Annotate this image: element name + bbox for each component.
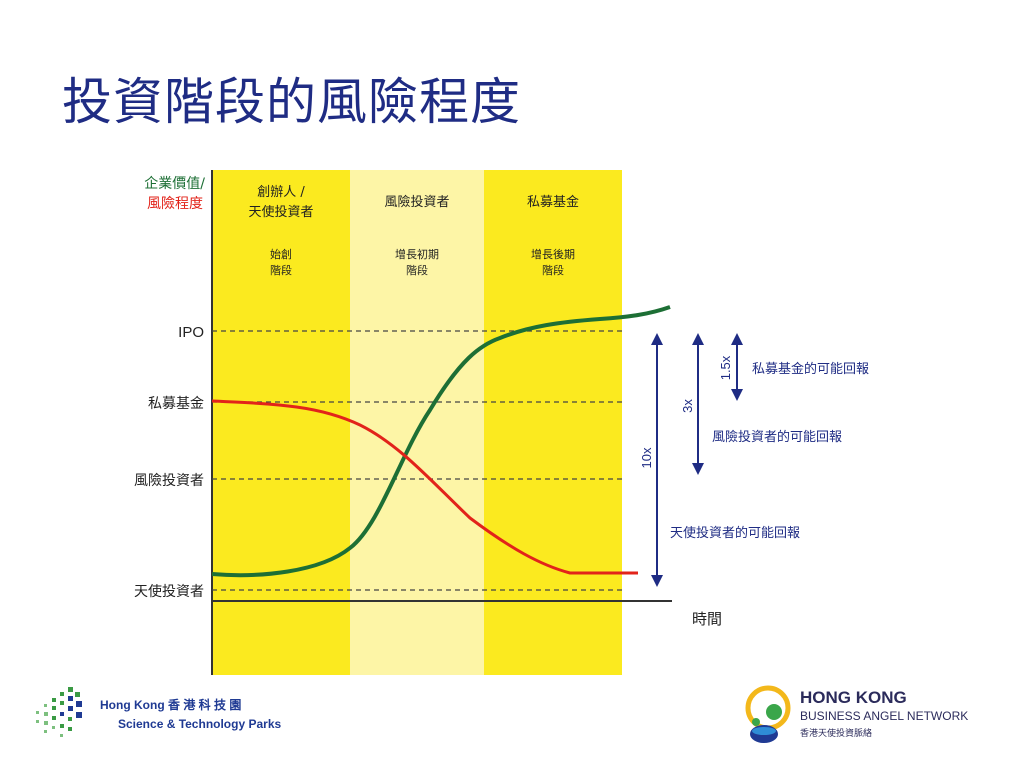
y-axis-label-risk: 風險程度 xyxy=(147,196,203,212)
return-label-private-equity: 私募基金的可能回報 xyxy=(752,361,869,377)
stage-founder-name-2: 天使投資者 xyxy=(248,204,313,220)
multiplier-10x: 10x xyxy=(639,447,654,468)
stage-venture-name: 風險投資者 xyxy=(384,194,449,210)
x-axis-label: 時間 xyxy=(692,610,722,628)
stage-founder-phase-1: 始創 xyxy=(270,247,292,261)
return-arrow-1-5x xyxy=(731,333,743,401)
hkban-logo: HONG KONG BUSINESS ANGEL NETWORK 香港天使投資脈… xyxy=(740,680,1000,760)
hkban-name-line1: HONG KONG xyxy=(800,688,907,707)
level-label-private-equity: 私募基金 xyxy=(148,395,204,412)
stage-pe-phase-2: 階段 xyxy=(542,263,564,277)
hkban-name-line2: BUSINESS ANGEL NETWORK xyxy=(800,709,969,723)
stage-pe-name: 私募基金 xyxy=(527,194,579,210)
return-arrow-10x xyxy=(651,333,663,587)
hkban-mark-icon xyxy=(745,685,791,743)
multiplier-3x: 3x xyxy=(680,399,695,413)
level-label-venture: 風險投資者 xyxy=(134,473,204,489)
stage-pe-phase-1: 增長後期 xyxy=(531,247,575,261)
level-label-ipo: IPO xyxy=(178,324,204,341)
stage-venture-phase-2: 階段 xyxy=(406,263,428,277)
hkstp-name-line1: Hong Kong 香 港 科 技 園 xyxy=(100,698,242,712)
hkstp-name-line2: Science & Technology Parks xyxy=(118,717,282,731)
stage-band-venture xyxy=(350,170,484,675)
return-label-venture: 風險投資者的可能回報 xyxy=(712,429,842,445)
return-label-angel: 天使投資者的可能回報 xyxy=(670,525,800,541)
enterprise-value-curve xyxy=(211,305,671,578)
stage-founder-name-1: 創辦人 / xyxy=(257,185,305,200)
level-label-angel: 天使投資者 xyxy=(134,583,204,600)
hkstp-mark-icon xyxy=(36,687,82,737)
stage-venture-phase-1: 增長初期 xyxy=(395,247,439,261)
stage-founder-phase-2: 階段 xyxy=(270,263,292,277)
stage-band-private-equity xyxy=(484,170,622,675)
y-axis-label-value: 企業價值/ xyxy=(144,175,205,192)
multiplier-1-5x: 1.5x xyxy=(718,355,733,380)
risk-level-curve xyxy=(211,399,638,575)
return-arrow-3x xyxy=(692,333,704,475)
hkstp-logo: Hong Kong 香 港 科 技 園 Science & Technology… xyxy=(30,684,330,748)
hkban-name-line3: 香港天使投資脈絡 xyxy=(800,729,873,739)
stage-band-founder xyxy=(212,170,350,675)
slide-title: 投資階段的風險程度 xyxy=(62,73,521,131)
